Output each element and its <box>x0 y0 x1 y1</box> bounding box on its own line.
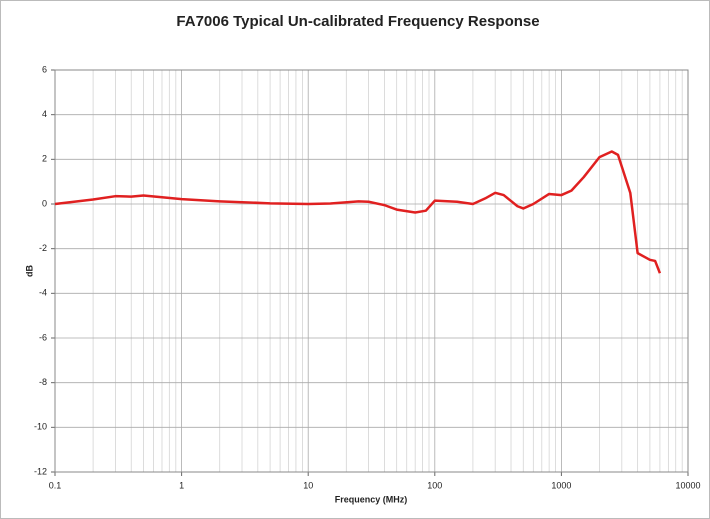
x-tick-label: 0.1 <box>49 480 62 490</box>
y-tick-label: -2 <box>39 243 47 253</box>
y-tick-label: -4 <box>39 288 47 298</box>
y-tick-label: -6 <box>39 332 47 342</box>
data-line <box>54 150 662 274</box>
y-tick-label: 4 <box>42 109 47 119</box>
y-tick-label: 6 <box>42 64 47 74</box>
y-tick-label: -10 <box>34 422 47 432</box>
x-tick-label: 10000 <box>675 480 700 490</box>
y-axis-title: dB <box>24 265 34 277</box>
x-tick-label: 10 <box>303 480 313 490</box>
chart-title: FA7006 Typical Un-calibrated Frequency R… <box>176 13 539 30</box>
y-tick-label: 2 <box>42 154 47 164</box>
x-tick-label: 1000 <box>551 480 571 490</box>
x-tick-label: 100 <box>427 480 442 490</box>
y-tick-label: 0 <box>42 198 47 208</box>
plot-frame <box>54 69 689 473</box>
y-tick-label: -12 <box>34 466 47 476</box>
x-tick-label: 1 <box>179 480 184 490</box>
y-tick-label: -8 <box>39 377 47 387</box>
x-axis-title: Frequency (MHz) <box>335 494 408 504</box>
